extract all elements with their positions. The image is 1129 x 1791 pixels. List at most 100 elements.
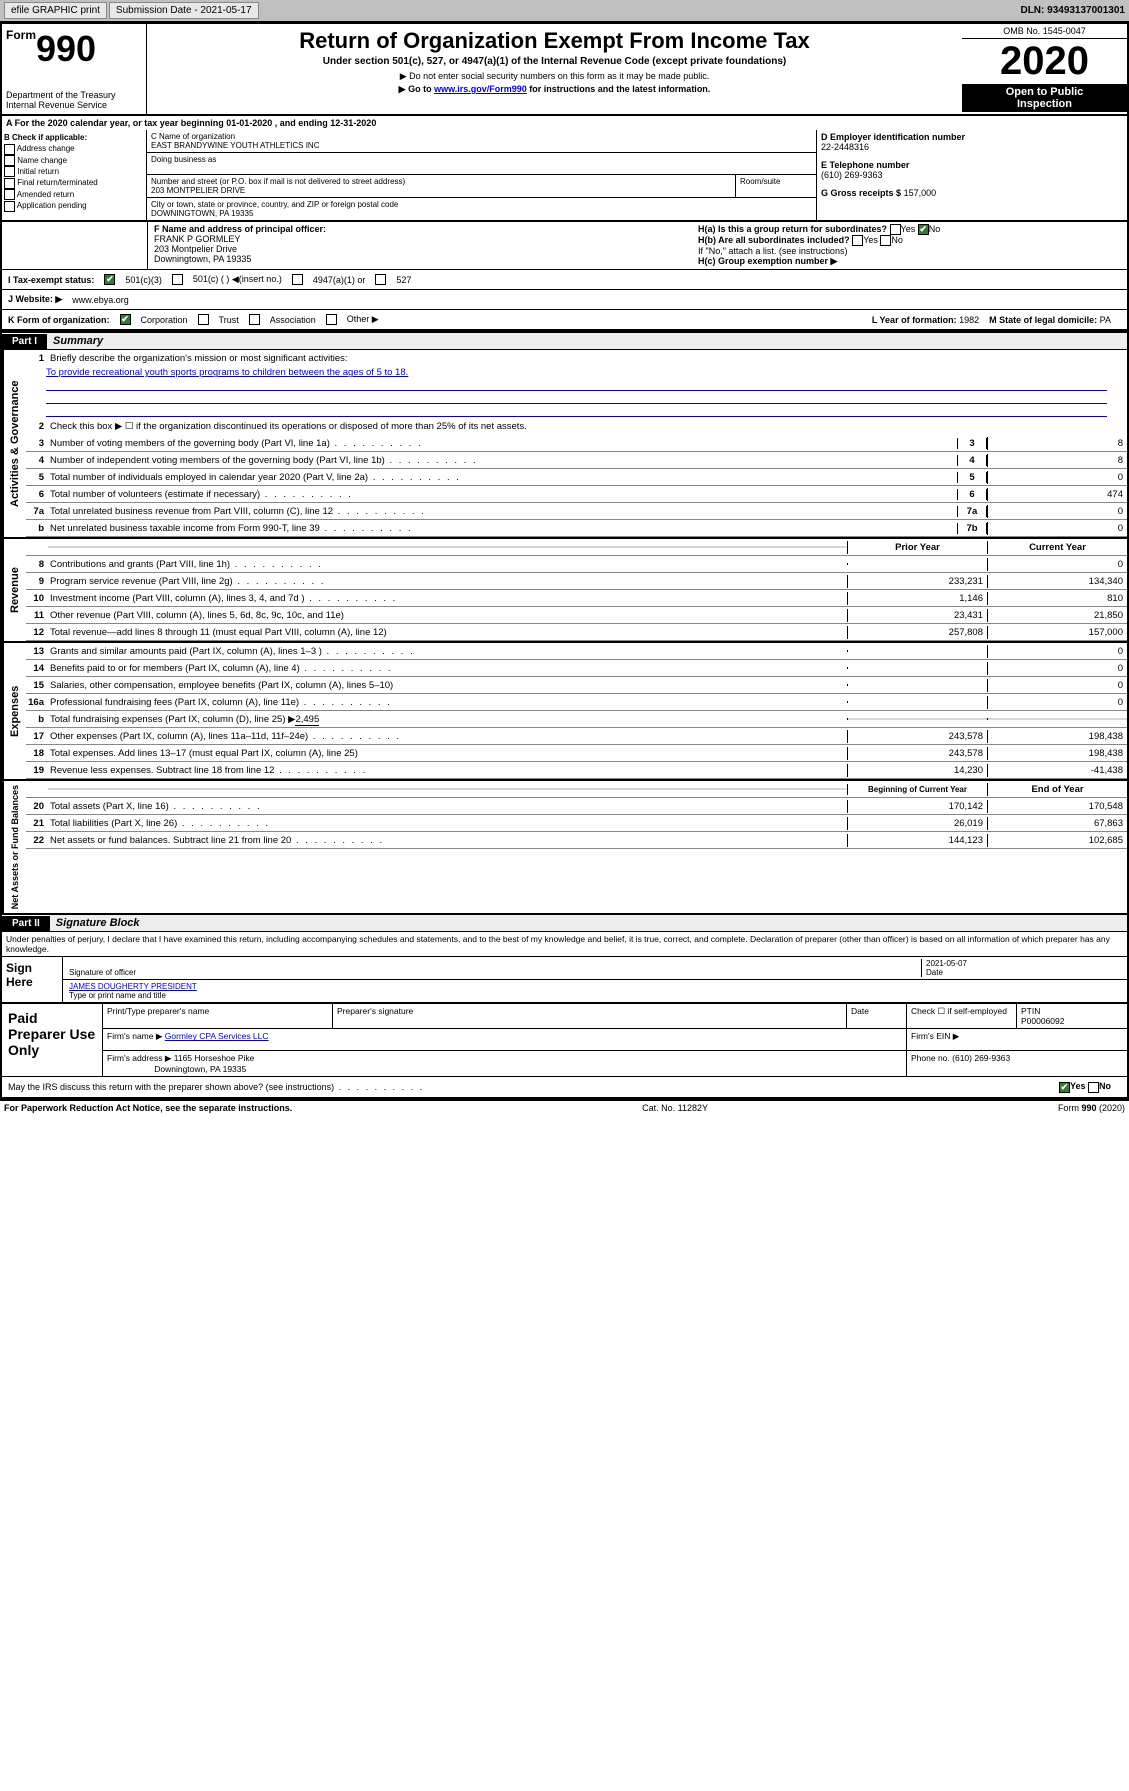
name-change-checkbox[interactable] [4,155,15,166]
line16a-prior [847,701,987,703]
group-return-label: H(a) Is this a group return for subordin… [698,224,887,234]
officer-name-link[interactable]: JAMES DOUGHERTY PRESIDENT [69,982,197,991]
501c3-checkbox[interactable]: ✔ [104,274,115,285]
submission-date-badge: Submission Date - 2021-05-17 [109,2,259,19]
line6-value: 474 [987,488,1127,501]
pra-notice: For Paperwork Reduction Act Notice, see … [4,1103,292,1113]
line8-prior [847,563,987,565]
sign-here-label: Sign Here [2,957,62,1002]
signature-block: Under penalties of perjury, I declare th… [0,932,1129,1098]
assoc-checkbox[interactable] [249,314,260,325]
form-header: Form990 Department of the Treasury Inter… [0,22,1129,116]
line7a-value: 0 [987,505,1127,518]
initial-return-checkbox[interactable] [4,166,15,177]
hb-yes-checkbox[interactable] [852,235,863,246]
eoy-header: End of Year [987,783,1127,796]
top-toolbar: efile GRAPHIC print Submission Date - 20… [0,0,1129,22]
street-value: 203 MONTPELIER DRIVE [151,186,731,195]
line17-prior: 243,578 [847,730,987,743]
room-label: Room/suite [736,175,816,198]
form-ref: Form 990 (2020) [1058,1103,1125,1113]
gross-label: G Gross receipts $ [821,188,901,198]
officer-label: F Name and address of principal officer: [154,224,326,234]
line19-prior: 14,230 [847,764,987,777]
street-label: Number and street (or P.O. box if mail i… [151,177,731,186]
efile-button[interactable]: efile GRAPHIC print [4,2,107,19]
preparer-name-label: Print/Type preparer's name [103,1004,333,1028]
501c-checkbox[interactable] [172,274,183,285]
527-checkbox[interactable] [375,274,386,285]
city-label: City or town, state or province, country… [151,200,812,209]
form-title: Return of Organization Exempt From Incom… [151,28,958,54]
mission-text: To provide recreational youth sports pro… [46,367,1107,378]
line11-current: 21,850 [987,609,1127,622]
line9-current: 134,340 [987,575,1127,588]
org-name: EAST BRANDYWINE YOUTH ATHLETICS INC [151,141,812,150]
hb-no-checkbox[interactable] [880,235,891,246]
firm-phone-label: Phone no. [911,1053,950,1063]
part2-header: Part II Signature Block [0,915,1129,932]
other-checkbox[interactable] [326,314,337,325]
ha-yes-checkbox[interactable] [890,224,901,235]
line21-text: Total liabilities (Part X, line 26) [48,817,847,830]
ssn-note: ▶ Do not enter social security numbers o… [151,71,958,82]
officer-addr1: 203 Montpelier Drive [154,244,237,254]
sig-officer-label: Signature of officer [69,968,136,977]
officer-group-row: F Name and address of principal officer:… [0,222,1129,270]
form-number: Form990 [6,28,142,70]
line8-text: Contributions and grants (Part VIII, lin… [48,558,847,571]
tax-exempt-row: I Tax-exempt status: ✔501(c)(3) 501(c) (… [0,270,1129,290]
form-subtitle: Under section 501(c), 527, or 4947(a)(1)… [151,56,958,67]
city-value: DOWNINGTOWN, PA 19335 [151,209,812,218]
self-employed-label: Check ☐ if self-employed [907,1004,1017,1028]
line11-prior: 23,431 [847,609,987,622]
dba-label: Doing business as [151,155,812,164]
4947-checkbox[interactable] [292,274,303,285]
address-change-checkbox[interactable] [4,144,15,155]
officer-addr2: Downingtown, PA 19335 [154,254,251,264]
line22-eoy: 102,685 [987,834,1127,847]
attach-list-note: If "No," attach a list. (see instruction… [698,246,1121,256]
line12-prior: 257,808 [847,626,987,639]
ein-value: 22-2448316 [821,142,869,152]
line18-prior: 243,578 [847,747,987,760]
form-org-row: K Form of organization: ✔Corporation Tru… [0,310,1129,331]
expenses-section: Expenses 13Grants and similar amounts pa… [0,643,1129,781]
corp-checkbox[interactable]: ✔ [120,314,131,325]
line5-text: Total number of individuals employed in … [48,471,957,484]
officer-name: FRANK P GORMLEY [154,234,240,244]
cat-number: Cat. No. 11282Y [642,1103,708,1113]
line3-value: 8 [987,437,1127,450]
discuss-yes-checkbox[interactable]: ✔ [1059,1082,1070,1093]
amended-return-checkbox[interactable] [4,189,15,200]
application-pending-checkbox[interactable] [4,201,15,212]
open-public: Open to PublicInspection [962,84,1127,112]
net-assets-section: Net Assets or Fund Balances Beginning of… [0,781,1129,915]
line13-prior [847,650,987,652]
goto-note: ▶ Go to www.irs.gov/Form990 for instruct… [151,84,958,95]
declaration-text: Under penalties of perjury, I declare th… [2,932,1127,956]
line21-boy: 26,019 [847,817,987,830]
firm-name-link[interactable]: Gormley CPA Services LLC [165,1031,269,1041]
line13-current: 0 [987,645,1127,658]
formation-year: 1982 [959,315,979,325]
firm-ein-label: Firm's EIN ▶ [907,1029,1127,1050]
trust-checkbox[interactable] [198,314,209,325]
ha-no-checkbox[interactable]: ✔ [918,224,929,235]
discuss-no-checkbox[interactable] [1088,1082,1099,1093]
line9-text: Program service revenue (Part VIII, line… [48,575,847,588]
line12-current: 157,000 [987,626,1127,639]
line16a-text: Professional fundraising fees (Part IX, … [48,696,847,709]
line15-current: 0 [987,679,1127,692]
line7b-value: 0 [987,522,1127,535]
final-return-checkbox[interactable] [4,178,15,189]
firm-addr2: Downingtown, PA 19335 [154,1064,246,1074]
line12-text: Total revenue—add lines 8 through 11 (mu… [48,626,847,639]
line11-text: Other revenue (Part VIII, column (A), li… [48,609,847,622]
org-info-block: B Check if applicable: Address change Na… [0,130,1129,222]
ein-label: D Employer identification number [821,132,965,142]
tax-year-row: A For the 2020 calendar year, or tax yea… [0,116,1129,130]
line18-text: Total expenses. Add lines 13–17 (must eq… [48,747,847,760]
line16a-current: 0 [987,696,1127,709]
irs-link[interactable]: www.irs.gov/Form990 [434,84,527,94]
